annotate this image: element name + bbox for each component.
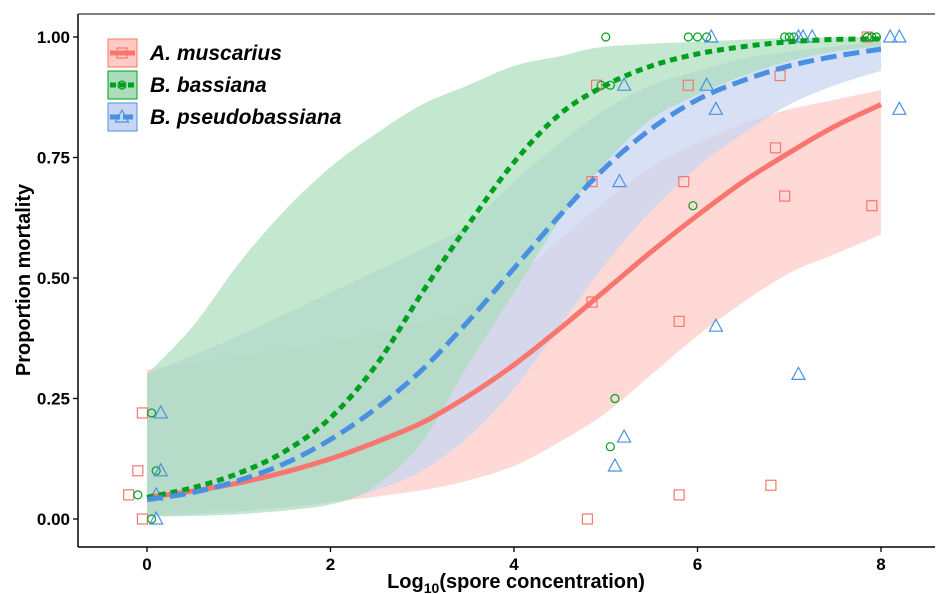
point-a-muscarius (123, 489, 135, 501)
point-b-pseudobassiana (891, 101, 907, 115)
legend: A. muscarius B. bassiana B. pseudobassiana (107, 38, 342, 132)
point-a-muscarius (678, 176, 690, 188)
point-b-pseudobassiana (616, 428, 632, 443)
point-a-muscarius (586, 296, 598, 308)
point-b-pseudobassiana (882, 28, 898, 43)
legend-marker-b-bassiana (117, 80, 127, 90)
x-tick-label: 6 (693, 555, 702, 574)
x-tick-label: 8 (876, 555, 885, 574)
point-a-muscarius (132, 465, 144, 477)
x-tick-label: 2 (326, 555, 335, 574)
point-b-bassiana (692, 32, 703, 42)
point-b-pseudobassiana (891, 28, 907, 43)
y-tick-label: 0.50 (37, 269, 70, 288)
point-a-muscarius (779, 190, 791, 202)
fit-line-b-bassiana (146, 36, 882, 500)
point-a-muscarius (866, 200, 878, 212)
point-b-pseudobassiana (153, 462, 169, 477)
point-b-pseudobassiana (708, 317, 724, 332)
point-a-muscarius (765, 479, 777, 491)
point-b-pseudobassiana (607, 457, 623, 472)
point-a-muscarius (682, 79, 694, 91)
data-points (123, 28, 907, 525)
point-b-pseudobassiana (790, 366, 806, 380)
point-b-pseudobassiana (153, 404, 169, 419)
fit-line-b-pseudobassiana (146, 46, 882, 503)
axes: 0.00 0.25 0.50 0.75 1.00 0 2 4 6 8 (37, 13, 935, 574)
x-axis-title: Log10(spore concentration) (387, 571, 645, 594)
point-b-pseudobassiana (804, 28, 820, 43)
point-a-muscarius (673, 315, 685, 327)
legend-item-b-bassiana: B. bassiana (107, 70, 267, 100)
y-tick-label: 0.00 (37, 510, 70, 529)
point-b-pseudobassiana (703, 28, 719, 43)
point-a-muscarius (136, 513, 149, 525)
legend-marker-b-pseudobassiana (114, 108, 130, 123)
point-b-bassiana (146, 514, 157, 524)
point-a-muscarius (673, 489, 685, 501)
point-b-bassiana (605, 442, 615, 452)
point-b-bassiana (601, 32, 611, 42)
point-b-pseudobassiana (148, 510, 164, 525)
x-tick-label: 0 (142, 555, 151, 574)
point-b-bassiana (780, 32, 790, 42)
y-tick-label: 1.00 (37, 28, 70, 47)
point-b-bassiana (688, 201, 698, 211)
legend-label-b-pseudobassiana: B. pseudobassiana (150, 106, 342, 129)
legend-item-a-muscarius: A. muscarius (107, 38, 282, 68)
y-axis-title: Proportion mortality (13, 183, 35, 376)
y-tick-label: 0.75 (37, 149, 70, 168)
confidence-bands (147, 37, 881, 517)
y-tick-label: 0.25 (37, 390, 70, 409)
point-b-pseudobassiana (612, 173, 628, 188)
point-b-pseudobassiana (708, 101, 724, 115)
fitted-lines (146, 36, 883, 503)
point-b-bassiana (610, 393, 620, 404)
point-b-bassiana (683, 32, 693, 42)
point-b-bassiana (133, 490, 143, 500)
point-b-bassiana (146, 408, 157, 418)
point-a-muscarius (581, 513, 594, 525)
point-a-muscarius (586, 176, 598, 188)
ci-band-b-bassiana (147, 37, 881, 517)
x-tick-label: 4 (509, 555, 519, 574)
legend-label-a-muscarius: A. muscarius (149, 42, 282, 65)
legend-label-b-bassiana: B. bassiana (150, 74, 267, 97)
legend-item-b-pseudobassiana: B. pseudobassiana (107, 102, 342, 132)
point-b-bassiana (151, 466, 161, 476)
point-a-muscarius (136, 407, 149, 419)
legend-marker-a-muscarius (116, 47, 128, 59)
point-b-bassiana (702, 32, 712, 42)
point-b-pseudobassiana (699, 76, 715, 91)
point-a-muscarius (769, 142, 782, 154)
point-b-pseudobassiana (616, 76, 632, 91)
fit-line-a-muscarius (146, 102, 883, 500)
